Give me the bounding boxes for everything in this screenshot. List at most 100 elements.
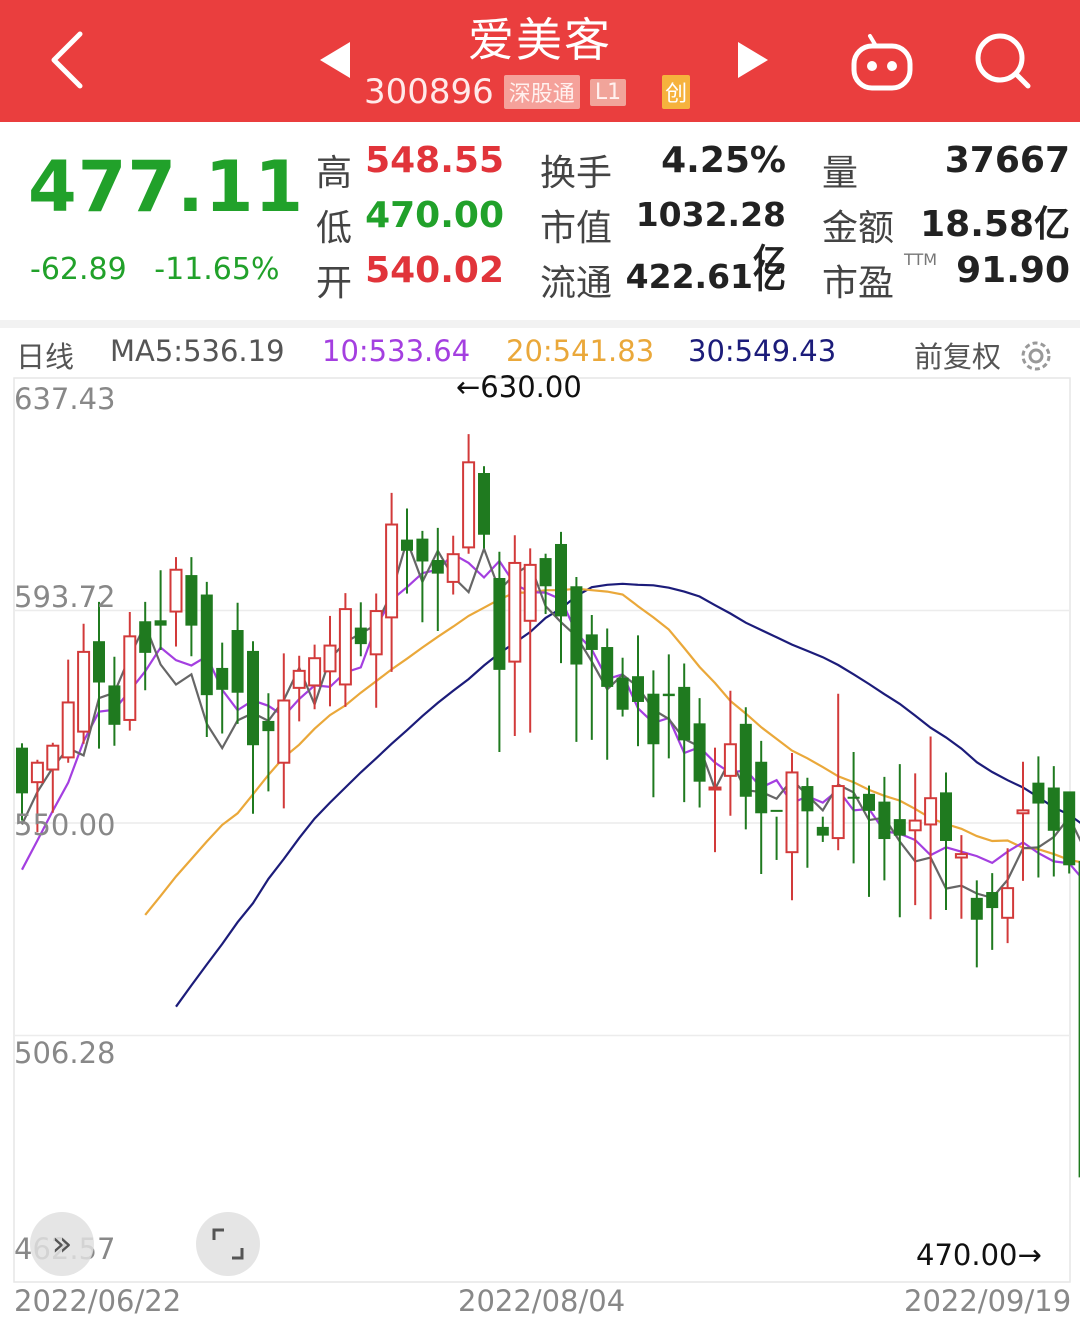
label-low: 低	[316, 208, 353, 249]
candle-body	[185, 575, 198, 626]
value-low: 470.00	[365, 195, 504, 236]
divider	[0, 320, 1080, 328]
candle-body	[93, 641, 105, 683]
high-annotation: ←630.00	[456, 370, 582, 404]
candle-body	[154, 620, 167, 626]
candle-body	[323, 644, 337, 673]
candle-body	[770, 809, 783, 812]
y-tick-label: 593.72	[14, 580, 116, 614]
candle-body	[1063, 791, 1076, 866]
next-stock-icon[interactable]	[736, 40, 770, 80]
prev-stock-icon[interactable]	[318, 40, 352, 80]
candle-body	[555, 543, 567, 617]
label-market-cap: 市值	[540, 208, 613, 249]
search-icon[interactable]	[972, 30, 1034, 92]
candle-body	[262, 720, 275, 732]
ma5-value: MA5:536.19	[110, 334, 285, 368]
candle-body	[77, 650, 91, 733]
candle-body	[139, 621, 152, 653]
y-tick-label: 506.28	[14, 1036, 116, 1070]
candle-body	[954, 853, 968, 859]
last-price: 477.11	[28, 146, 305, 228]
candle-body	[431, 560, 444, 574]
candle-body	[277, 699, 291, 764]
candle-body	[1001, 887, 1015, 919]
candle-body	[755, 761, 768, 814]
change-percent: -11.65%	[154, 252, 280, 287]
candle-body	[678, 686, 691, 741]
candle-body	[616, 677, 629, 710]
candle-body	[231, 630, 244, 693]
top-bar: 爱美客 300896 深股通 L1 创	[0, 0, 1080, 122]
candle-body	[200, 594, 213, 696]
x-tick-label: 2022/08/04	[458, 1284, 626, 1318]
candle-body	[693, 723, 706, 782]
ma30-line	[175, 582, 1080, 1008]
candle-body	[739, 723, 752, 797]
candle-body	[831, 785, 845, 840]
candlestick-chart[interactable]	[0, 374, 1080, 1338]
candle-body	[508, 561, 522, 663]
value-float-cap: 422.61亿	[625, 257, 786, 296]
candle-body	[924, 797, 938, 826]
candle-body	[446, 553, 460, 583]
candle-body	[46, 744, 60, 771]
candle-body	[863, 793, 875, 811]
value-high: 548.55	[365, 140, 504, 181]
y-tick-label: 550.00	[14, 808, 116, 842]
y-tick-label: 637.43	[14, 382, 116, 416]
value-volume: 37667	[944, 140, 1070, 181]
candle-body	[986, 892, 999, 909]
label-amount: 金额	[822, 208, 895, 249]
ma20-value: 20:541.83	[506, 334, 655, 368]
candle-body	[647, 693, 660, 745]
candle-body	[338, 608, 352, 686]
candle-body	[1032, 782, 1045, 804]
candle-body	[970, 897, 983, 920]
ma5-line	[21, 537, 1080, 900]
low-annotation: 470.00→	[916, 1238, 1042, 1272]
ma30-value: 30:549.43	[688, 334, 837, 368]
candle-body	[462, 461, 476, 549]
label-turnover: 换手	[540, 153, 613, 194]
period-label[interactable]: 日线	[16, 340, 75, 374]
candle-body	[30, 761, 44, 784]
label-pe: 市盈	[822, 263, 895, 304]
expand-panel-icon[interactable]: »	[30, 1212, 94, 1276]
candle-body	[16, 747, 28, 794]
candle-body	[816, 826, 829, 836]
candle-body	[1016, 809, 1030, 815]
candle-body	[801, 786, 814, 812]
candle-body	[493, 578, 506, 670]
candle-body	[662, 693, 675, 697]
stock-code: 300896	[364, 72, 494, 112]
label-float-cap: 流通	[540, 263, 613, 304]
change-amount: -62.89	[30, 252, 127, 287]
candle-body	[385, 523, 399, 619]
candle-body	[369, 610, 383, 656]
settings-gear-icon[interactable]	[1018, 338, 1054, 374]
tag-level: L1	[589, 78, 627, 106]
label-ttm: TTM	[904, 250, 938, 269]
robot-assistant-icon[interactable]	[850, 32, 914, 92]
candle-body	[108, 685, 121, 725]
candle-body	[61, 701, 75, 759]
fullscreen-icon[interactable]	[196, 1212, 260, 1276]
candle-body	[539, 558, 552, 587]
ma-legend: 日线 MA5:536.19 10:533.64 20:541.83 30:549…	[0, 330, 1080, 374]
candle-body	[523, 563, 537, 622]
label-volume: 量	[822, 153, 859, 194]
adjust-mode[interactable]: 前复权	[914, 340, 1002, 374]
candle-body	[708, 786, 722, 791]
stock-name: 爱美客	[468, 13, 612, 67]
price-change: -62.89 -11.65%	[30, 252, 279, 287]
value-amount: 18.58亿	[920, 204, 1070, 245]
stock-subtitle: 300896 深股通 L1 创	[364, 72, 691, 112]
candle-body	[123, 635, 137, 721]
candle-body	[1078, 860, 1080, 1178]
candle-body	[354, 627, 367, 645]
candle-body	[416, 538, 429, 562]
candle-body	[401, 539, 413, 551]
back-icon[interactable]	[40, 28, 96, 92]
candle-body	[601, 647, 614, 687]
